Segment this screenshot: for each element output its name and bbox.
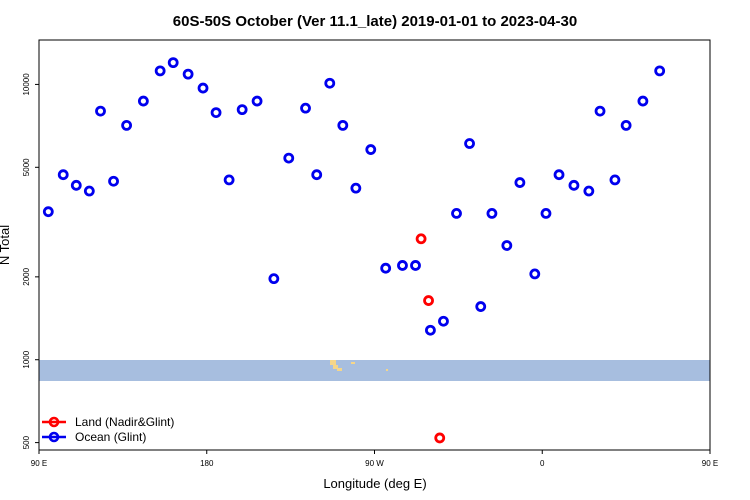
land-point [415,233,427,245]
land-outline-patch [337,368,342,371]
legend-entry-land: Land (Nadir&Glint) [42,415,174,429]
ocean-point [57,169,69,181]
land-outline-patch [333,365,338,369]
land-point [423,295,434,306]
ocean-point [583,185,595,197]
ocean-point [380,262,392,274]
ocean-point [182,68,194,80]
ocean-point [475,301,487,312]
ocean-point [167,57,179,69]
y-tick-label: 10000 [22,73,31,96]
ocean-point [501,240,513,251]
ocean-point [594,105,606,117]
ocean-point [154,65,166,77]
ocean-point [311,169,323,181]
ocean-point [251,95,263,107]
y-tick-label: 2000 [22,267,31,285]
y-tick-label: 500 [22,435,31,449]
ocean-point [654,65,666,77]
ocean-point [425,324,436,336]
y-axis-label: N Total [0,225,12,265]
ocean-point [210,107,222,119]
ocean-point [410,260,421,271]
x-tick-label: 0 [540,459,545,468]
ocean-point [553,169,565,181]
ocean-point [108,175,119,187]
ocean-point [514,177,526,188]
ocean-point [83,185,95,197]
points-layer [42,57,666,444]
ocean-point [568,179,580,191]
ocean-point [268,273,280,285]
land-outline [330,360,388,371]
ocean-point [464,138,475,149]
y-tick-label: 5000 [22,158,31,176]
ocean-point [283,152,295,164]
ocean-point [438,315,449,327]
ocean-point [637,95,649,107]
ocean-point [223,174,235,186]
land-point [434,432,446,444]
ocean-point [540,208,552,219]
y-axis: 500 1000 2000 5000 10000 [22,73,39,449]
land-outline-patch [386,369,388,371]
ocean-point [486,208,498,219]
ocean-point [95,105,106,117]
ocean-point [42,206,54,218]
ocean-point [121,119,133,131]
ocean-point [324,77,336,89]
ocean-point [365,144,377,155]
ocean-point [337,119,349,131]
ocean-point [451,208,462,219]
ocean-point [397,260,408,271]
legend-entry-ocean: Ocean (Glint) [42,430,146,444]
x-axis-label: Longitude (deg E) [323,476,426,491]
ocean-point [609,174,621,186]
y-tick-label: 1000 [22,350,31,368]
x-tick-label: 180 [200,459,214,468]
legend-land-marker [48,416,60,428]
ocean-point [197,82,209,94]
ocean-point [70,179,82,191]
ocean-point [300,102,311,114]
ocean-point [350,182,362,194]
x-axis: 90 E 180 90 W 0 90 E [31,450,718,468]
ocean-point [137,95,149,107]
chart-title: 60S-50S October (Ver 11.1_late) 2019-01-… [173,13,577,30]
x-tick-label: 90 E [702,459,718,468]
ocean-point [529,268,541,280]
ocean-point [236,104,248,116]
legend: Land (Nadir&Glint) Ocean (Glint) [42,415,174,444]
legend-ocean-marker [48,431,60,443]
x-tick-label: 90 W [365,459,384,468]
land-outline-patch [351,362,355,364]
legend-land-label: Land (Nadir&Glint) [75,415,174,429]
land-outline-patch [330,360,336,365]
x-tick-label: 90 E [31,459,47,468]
land-mask-band [39,360,710,381]
legend-ocean-label: Ocean (Glint) [75,430,146,444]
ocean-point [620,119,632,131]
